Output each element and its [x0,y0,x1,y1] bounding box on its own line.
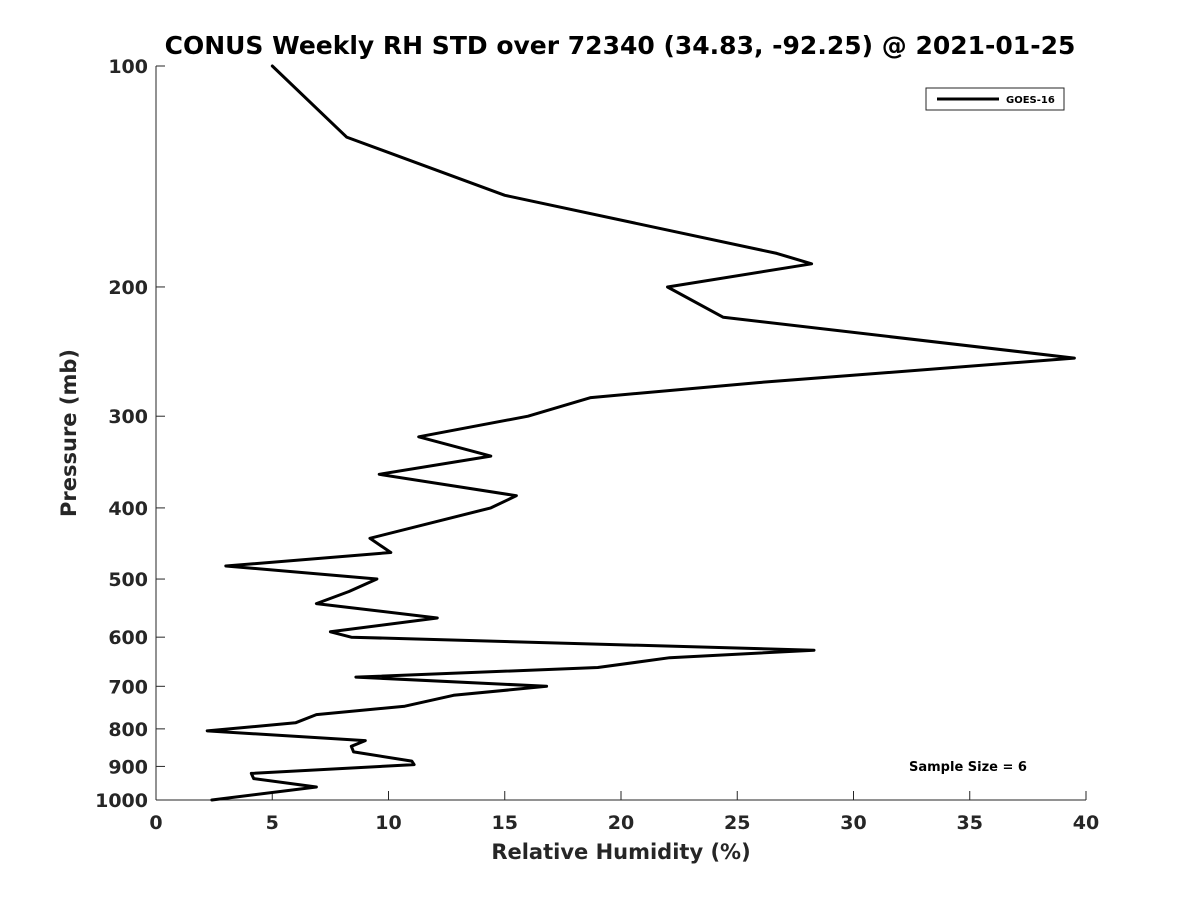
y-tick-label: 900 [108,756,148,778]
x-axis-ticks: 0 5 10 15 20 25 30 35 40 [149,791,1099,834]
x-tick-label: 35 [957,812,983,834]
x-tick-label: 5 [266,812,279,834]
series-line-0 [205,64,1076,802]
plot-area [155,66,1086,801]
x-tick-label: 0 [149,812,162,834]
legend-label: GOES-16 [1006,95,1055,106]
sample-size-annotation: Sample Size = 6 [909,760,1027,775]
y-axis-ticks: 100 200 300 400 500 600 700 800 900 1000 [95,56,165,812]
chart-title: CONUS Weekly RH STD over 72340 (34.83, -… [165,31,1076,60]
y-axis-label: Pressure (mb) [57,349,81,517]
y-tick-label: 1000 [95,790,148,812]
y-tick-label: 500 [108,569,148,591]
x-tick-label: 30 [840,812,866,834]
x-tick-label: 10 [375,812,401,834]
y-tick-label: 700 [108,676,148,698]
y-tick-label: 100 [108,56,148,78]
series-layer [205,64,1076,802]
x-tick-label: 40 [1073,812,1099,834]
y-tick-label: 300 [108,406,148,428]
y-tick-label: 200 [108,277,148,299]
x-tick-label: 25 [724,812,750,834]
y-tick-label: 400 [108,498,148,520]
y-tick-label: 600 [108,627,148,649]
y-tick-label: 800 [108,719,148,741]
x-tick-label: 15 [492,812,518,834]
x-tick-label: 20 [608,812,634,834]
x-axis-label: Relative Humidity (%) [491,840,750,864]
legend: GOES-16 [925,87,1065,111]
